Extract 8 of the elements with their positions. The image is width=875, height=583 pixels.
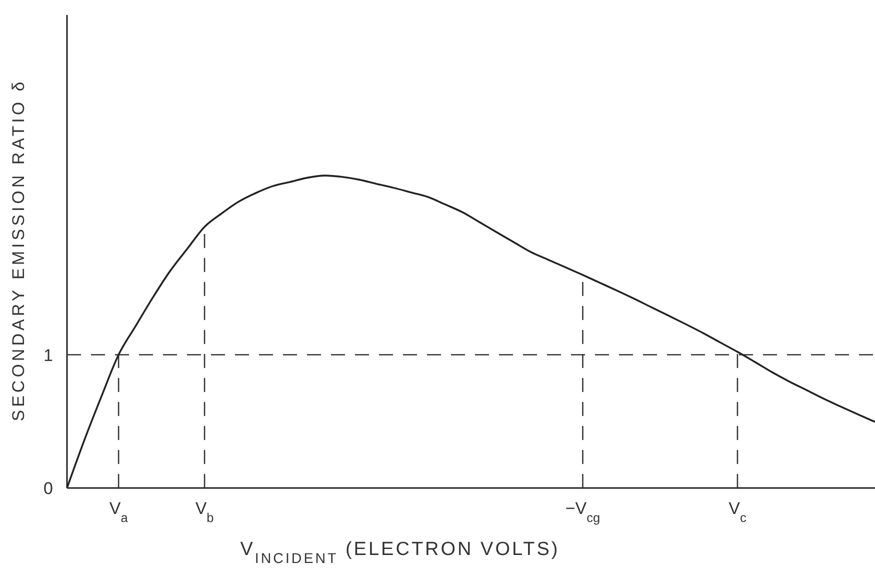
- x-tick-label: V$_{a}$: [109, 499, 129, 524]
- y-tick-label: 0: [44, 479, 53, 498]
- y-tick-label: 1: [44, 346, 53, 365]
- x-tick-label: V$_{b}$: [195, 499, 214, 524]
- x-axis-title: V$_{INCIDENT}$ (ELECTRON VOLTS): [240, 539, 560, 567]
- y-axis-title: SECONDARY EMISSION RATIO δ: [9, 78, 28, 422]
- x-tick-label: −V$_{cg}$: [565, 499, 600, 524]
- x-tick-label: V$_{c}$: [728, 499, 747, 524]
